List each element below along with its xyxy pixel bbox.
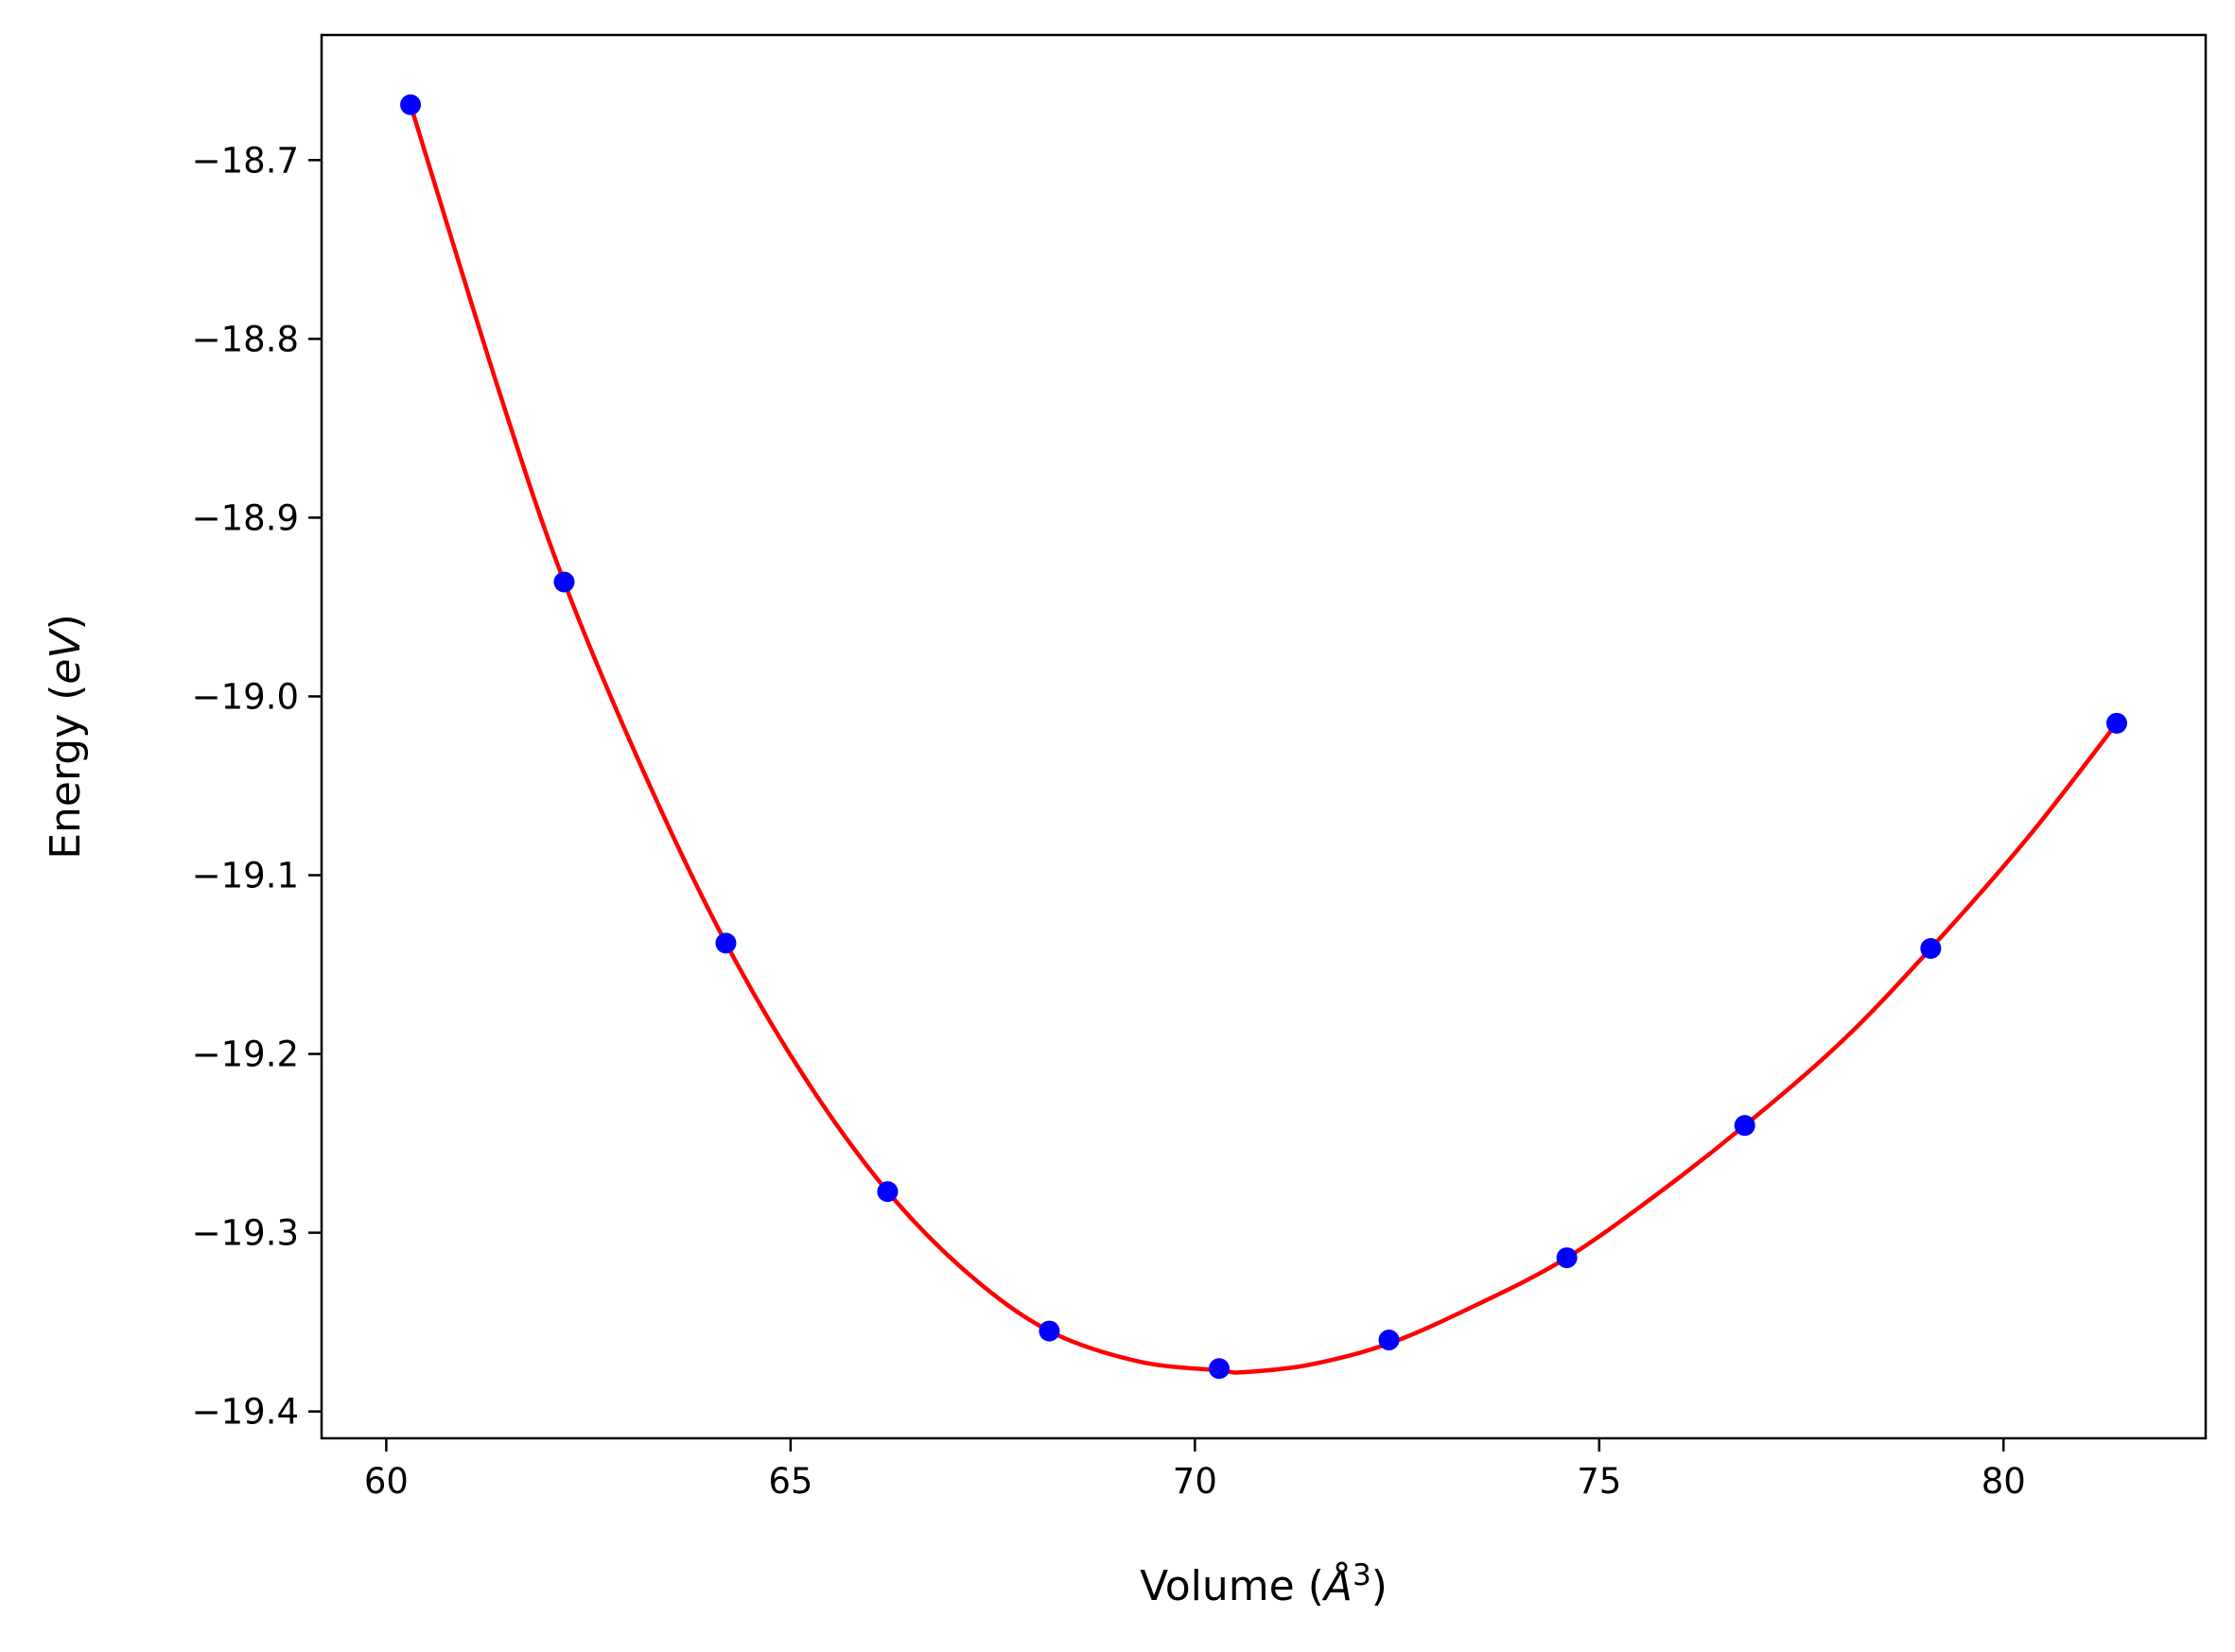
plot-frame xyxy=(320,33,2208,1440)
y-tick-label: −19.1 xyxy=(192,856,299,896)
x-tick-label: 60 xyxy=(364,1461,409,1502)
x-tick-label: 75 xyxy=(1577,1461,1621,1502)
y-tick-label: −18.7 xyxy=(192,140,299,181)
data-point xyxy=(1734,1115,1755,1137)
x-tick-label: 80 xyxy=(1982,1461,2026,1502)
data-point xyxy=(1378,1330,1400,1351)
x-axis-label: Volume (Å3) xyxy=(1140,1558,1388,1610)
x-tick-label: 65 xyxy=(768,1461,812,1502)
y-tick-label: −18.8 xyxy=(192,319,299,359)
data-point xyxy=(1039,1320,1060,1342)
y-tick-label: −18.9 xyxy=(192,497,299,538)
data-points-layer xyxy=(400,94,2127,1380)
data-point xyxy=(400,94,422,115)
fit-curve xyxy=(408,104,2119,1375)
data-point xyxy=(715,932,737,954)
data-point xyxy=(553,571,575,593)
y-tick-label: −19.2 xyxy=(192,1035,299,1075)
x-tick-label: 70 xyxy=(1173,1461,1217,1502)
data-point xyxy=(1920,938,1942,960)
y-tick-label: −19.3 xyxy=(192,1213,299,1254)
y-tick-label: −19.0 xyxy=(192,676,299,717)
data-point xyxy=(1556,1247,1578,1269)
fit-curve-layer xyxy=(408,104,2119,1375)
plot-area xyxy=(322,35,2206,1438)
y-axis-label: Energy (eV) xyxy=(42,614,90,860)
axis-ticks: 60 65 70 75 80 −18.7 −18.8 −18.9 −19.0 −19.1 −19.2… xyxy=(192,140,2026,1502)
y-tick-label: −19.4 xyxy=(192,1392,299,1433)
data-point xyxy=(877,1181,899,1203)
data-point xyxy=(2105,712,2127,734)
data-point xyxy=(1208,1358,1230,1380)
